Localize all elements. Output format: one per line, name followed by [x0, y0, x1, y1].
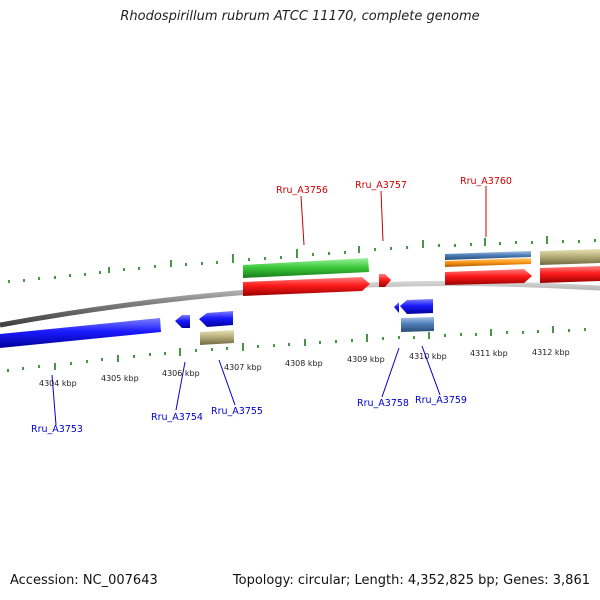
gene-label-rru-a3757[interactable]: Rru_A3757	[355, 180, 407, 191]
blue-cds-rru-a3753[interactable]	[0, 318, 161, 348]
red-cds-right[interactable]	[540, 266, 600, 283]
inner-ticks	[7, 326, 586, 372]
gene-label-rru-a3759[interactable]: Rru_A3759	[415, 395, 467, 406]
gene-label-rru-a3758[interactable]: Rru_A3758	[357, 398, 409, 409]
scale-label-4305: 4305 kbp	[101, 374, 139, 383]
gene-label-rru-a3756[interactable]: Rru_A3756	[276, 185, 328, 196]
khaki-feature-rru-a3755[interactable]	[200, 330, 234, 345]
red-cds-rru-a3757[interactable]	[379, 274, 391, 287]
scale-label-4308: 4308 kbp	[285, 359, 323, 368]
scale-label-4309: 4309 kbp	[347, 355, 385, 364]
scale-label-4307: 4307 kbp	[224, 363, 262, 372]
gene-label-rru-a3753[interactable]: Rru_A3753	[31, 424, 83, 435]
steel-feature-rru-a3759[interactable]	[401, 317, 434, 332]
bottom-leader-lines	[51, 345, 441, 426]
orange-feature-rru-a3760[interactable]	[445, 258, 531, 267]
green-feature-rru-a3756[interactable]	[243, 258, 369, 278]
blue-cds-rru-a3755[interactable]	[199, 311, 233, 327]
gene-label-rru-a3755[interactable]: Rru_A3755	[211, 406, 263, 417]
genome-summary-text: Topology: circular; Length: 4,352,825 bp…	[232, 573, 590, 588]
scale-label-4306: 4306 kbp	[162, 369, 200, 378]
accession-text: Accession: NC_007643	[10, 573, 158, 588]
blue-cds-rru-a3759[interactable]	[400, 299, 433, 314]
map-title: Rhodospirillum rubrum ATCC 11170, comple…	[120, 9, 480, 24]
scale-label-4310: 4310 kbp	[409, 352, 447, 361]
scale-label-4311: 4311 kbp	[470, 349, 508, 358]
red-cds-rru-a3756[interactable]	[243, 277, 370, 296]
red-cds-rru-a3760[interactable]	[445, 269, 532, 285]
blue-cds-rru-a3754[interactable]	[175, 315, 190, 328]
scale-label-4304: 4304 kbp	[39, 379, 77, 388]
blue-cds-rru-a3758[interactable]	[394, 302, 399, 313]
khaki-feature-right[interactable]	[540, 249, 600, 265]
gene-label-rru-a3760[interactable]: Rru_A3760	[460, 176, 512, 187]
gene-label-rru-a3754[interactable]: Rru_A3754	[151, 412, 203, 423]
steel-feature-rru-a3760[interactable]	[445, 251, 531, 260]
top-leader-lines	[300, 186, 487, 246]
scale-label-4312: 4312 kbp	[532, 348, 570, 357]
outer-ticks	[8, 236, 596, 283]
